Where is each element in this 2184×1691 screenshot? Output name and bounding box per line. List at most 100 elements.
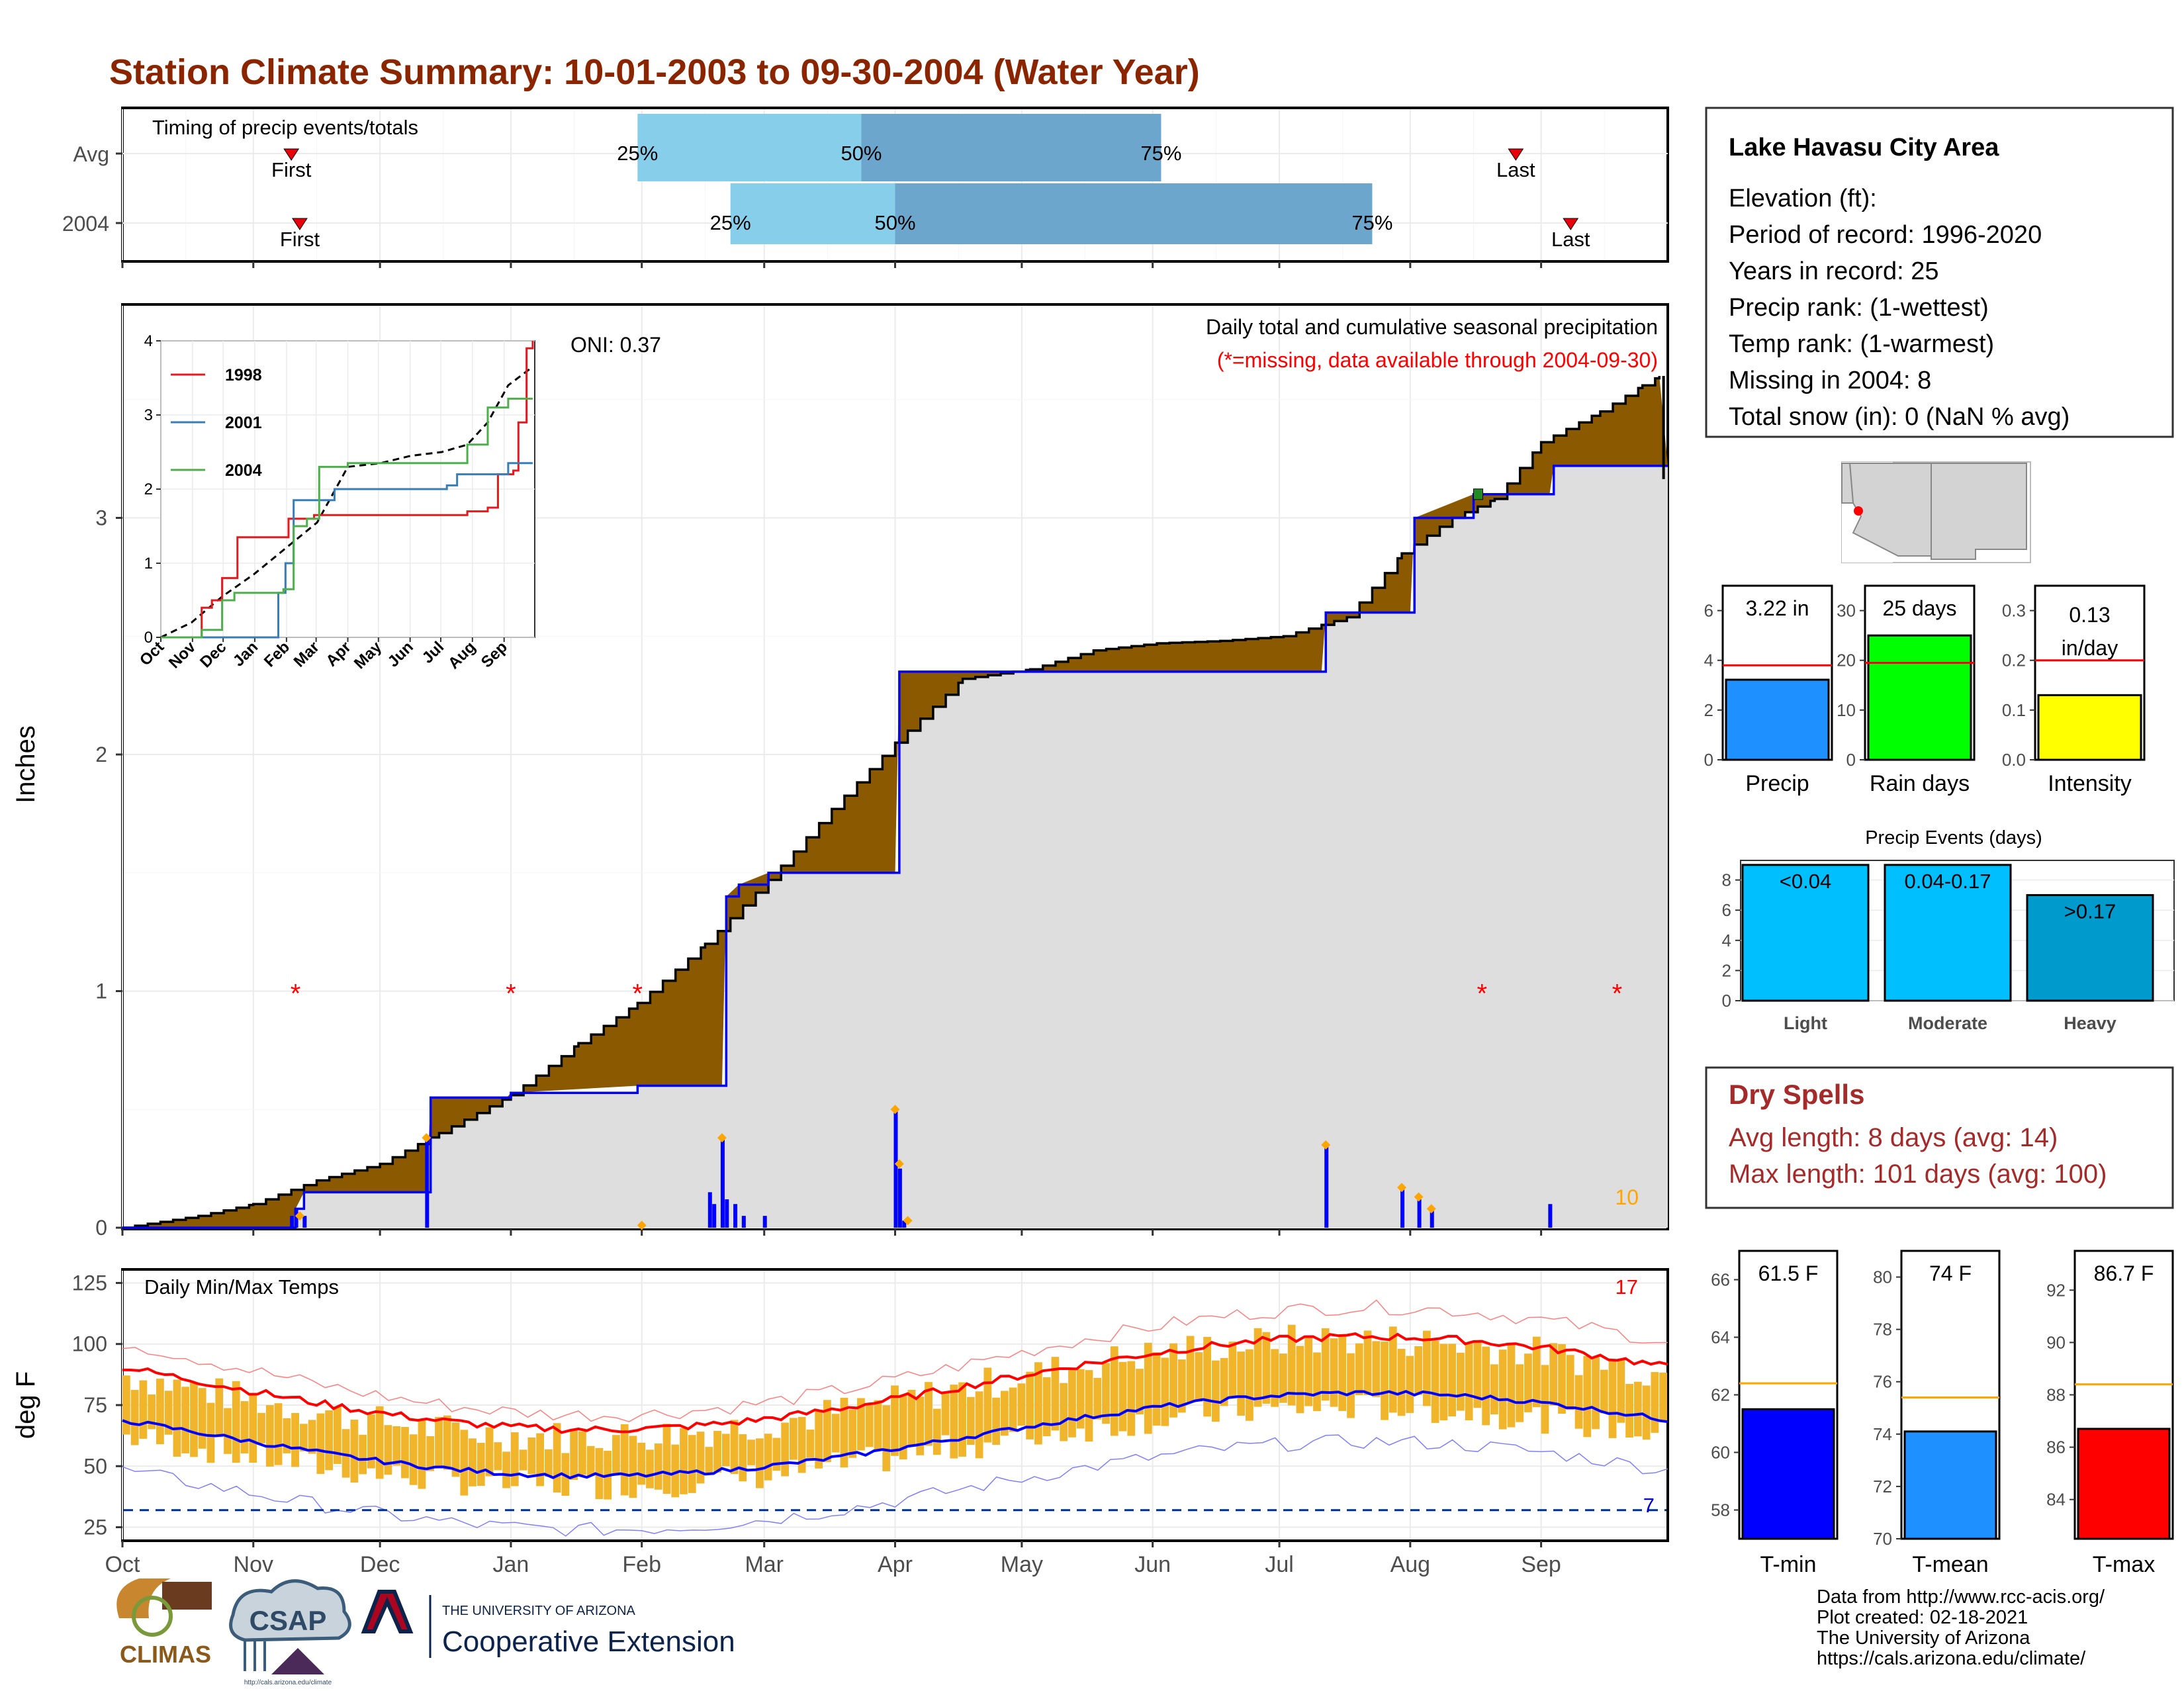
summary-bar	[1867, 634, 1972, 761]
daily-temp-range-bar	[164, 1391, 173, 1435]
daily-temp-range-bar	[1220, 1357, 1228, 1406]
temp-bar-label: T-min	[1760, 1552, 1817, 1577]
month-label: Aug	[1390, 1552, 1431, 1577]
daily-temp-range-bar	[435, 1416, 443, 1466]
daily-temp-range-bar	[696, 1432, 705, 1484]
daily-temp-range-bar	[316, 1413, 325, 1474]
daily-precip-point	[1414, 1192, 1424, 1202]
summary-bar-label: Precip	[1745, 771, 1809, 796]
summary-bar	[2037, 694, 2142, 761]
daily-temp-range-bar	[1228, 1342, 1237, 1398]
daily-temp-range-bar	[1422, 1330, 1431, 1406]
temp-ytick-label: 75	[83, 1393, 107, 1417]
daily-temp-range-bar	[460, 1430, 469, 1496]
climas-logo: CLIMAS	[116, 1578, 212, 1668]
daily-temp-range-bar	[1516, 1364, 1524, 1422]
temp-bar-ytick-label: 72	[1873, 1477, 1892, 1496]
daily-temp-range-bar	[772, 1438, 781, 1471]
daily-precip-point	[894, 1159, 904, 1169]
daily-temp-range-bar	[1313, 1352, 1321, 1412]
daily-temp-range-bar	[1000, 1391, 1009, 1436]
daily-temp-range-bar	[392, 1426, 401, 1466]
daily-precip-bar	[733, 1204, 738, 1228]
month-label: May	[1001, 1552, 1043, 1577]
avg-max-line	[122, 1332, 1668, 1434]
daily-temp-range-bar	[1026, 1371, 1034, 1440]
daily-temp-range-bar	[1144, 1342, 1152, 1434]
climas-logo-ring	[132, 1596, 173, 1637]
temp-bar-ytick-label: 78	[1873, 1320, 1892, 1340]
temp-bar-ytick-label: 86	[2046, 1438, 2066, 1457]
summary-value-label: 25 days	[1882, 596, 1956, 620]
temp-grid	[121, 1271, 1666, 1547]
daily-temp-range-bar	[206, 1402, 215, 1463]
daily-precip-point	[637, 1220, 647, 1230]
daily-temp-range-bar	[1600, 1369, 1608, 1414]
daily-precip-bar	[741, 1216, 746, 1228]
inset-avg-line	[160, 366, 533, 639]
month-label: Apr	[878, 1552, 913, 1577]
summary-ytick-label: 0.3	[2002, 601, 2026, 621]
oni-value: ONI: 0.37	[570, 333, 661, 357]
daily-temp-range-bar	[536, 1433, 544, 1486]
summary-value-label: 0.13	[2069, 603, 2110, 627]
missing-data-marker: *	[1612, 980, 1623, 1009]
last-event-marker	[1563, 218, 1579, 230]
last-event-marker	[1508, 148, 1524, 161]
daily-temp-range-bar	[283, 1418, 291, 1453]
timing-panel: Timing of precip events/totals Avg 25% 50%…	[62, 107, 1669, 268]
daily-temp-range-bar	[891, 1385, 899, 1456]
summary-ytick-label: 10	[1837, 700, 1856, 720]
daily-temp-range-bar	[1279, 1353, 1287, 1403]
daily-temp-range-bar	[992, 1397, 1000, 1445]
dry-spells-frame	[1705, 1066, 2174, 1209]
temp-bar-label: T-mean	[1912, 1552, 1988, 1577]
daily-precip-point	[1321, 1140, 1331, 1150]
daily-precip-bar	[302, 1216, 307, 1228]
daily-temp-range-bar	[443, 1415, 451, 1470]
missing-data-marker: *	[506, 980, 516, 1009]
record-min-line	[122, 1434, 1668, 1537]
month-label: Oct	[105, 1552, 140, 1577]
daily-precip-bar	[725, 1199, 729, 1228]
daily-temp-range-bar	[620, 1424, 629, 1496]
daily-temp-range-bar	[721, 1434, 730, 1467]
daily-temp-range-bar	[1042, 1377, 1051, 1437]
daily-temp-range-bar	[1465, 1342, 1473, 1420]
daily-temp-range-bar	[1177, 1359, 1186, 1413]
daily-temp-range-bar	[958, 1382, 966, 1457]
daily-temp-range-bar	[173, 1379, 181, 1457]
temp-bar-ytick-label: 66	[1711, 1270, 1730, 1290]
daily-temp-range-bar	[612, 1435, 620, 1476]
daily-temp-range-bar	[823, 1400, 831, 1463]
events-title: Precip Events (days)	[1865, 827, 2042, 848]
timing-row-label: 2004	[62, 212, 109, 236]
daily-temp-range-bar	[1490, 1364, 1498, 1415]
inset-legend-label: 2001	[225, 414, 262, 432]
daily-temp-range-bar	[1271, 1349, 1279, 1407]
daily-temp-range-bar	[848, 1409, 857, 1458]
daily-temp-range-bar	[739, 1434, 747, 1482]
daily-temp-range-bar	[975, 1391, 983, 1459]
daily-temp-range-bar	[240, 1401, 249, 1454]
precip-ytick-label: 0	[95, 1216, 107, 1240]
daily-precip-bar	[902, 1220, 907, 1228]
daily-temp-range-bar	[713, 1430, 721, 1473]
temp-plot	[122, 1299, 1668, 1537]
daily-precip-point	[295, 1211, 304, 1221]
daily-temp-range-bar	[350, 1420, 359, 1483]
daily-temp-range-bar	[840, 1397, 848, 1468]
footer-credit-line: Plot created: 02-18-2021	[1817, 1607, 2028, 1628]
inset-ytick-label: 4	[144, 332, 153, 350]
daily-temp-range-bar	[1017, 1383, 1026, 1426]
deficit-area	[122, 376, 1668, 1228]
temp-max-count: 17	[1615, 1275, 1638, 1299]
events-bar	[1741, 864, 1870, 1002]
dry-spells-max: Max length: 101 days (avg: 100)	[1729, 1160, 2107, 1189]
daily-temp-range-bar	[1009, 1387, 1017, 1432]
daily-temp-range-bar	[1287, 1324, 1296, 1406]
daily-temp-range-bar	[1253, 1328, 1262, 1407]
daily-temp-range-bar	[1372, 1341, 1381, 1397]
daily-temp-range-bar	[790, 1418, 797, 1460]
missing-data-marker: *	[291, 980, 301, 1009]
